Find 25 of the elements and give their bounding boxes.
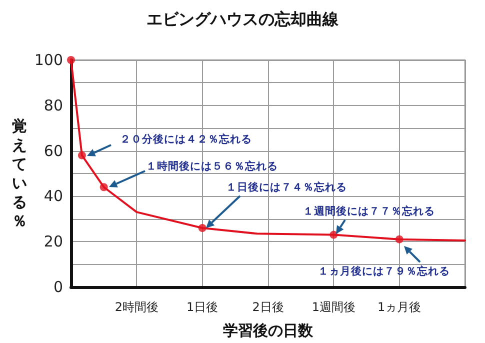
annotation: １週間後には７７％忘れる bbox=[303, 204, 435, 218]
x-tick-label: 2日後 bbox=[252, 300, 284, 314]
y-tick-label: 0 bbox=[53, 278, 63, 296]
point bbox=[395, 235, 404, 244]
x-tick-label: 2時間後 bbox=[114, 300, 158, 314]
annotation: ２０分後には４２％忘れる bbox=[120, 132, 252, 146]
annotation: １ヵ月後には７９％忘れる bbox=[318, 264, 450, 278]
point bbox=[78, 151, 86, 160]
chart-title: エビングハウスの忘却曲線 bbox=[146, 10, 340, 28]
y-tick-label: 80 bbox=[44, 96, 63, 114]
x-tick-label: 1日後 bbox=[186, 300, 218, 314]
point bbox=[198, 224, 206, 232]
x-tick-label: 1ヵ月後 bbox=[378, 300, 422, 314]
y-axis-title: 覚えている％ bbox=[12, 117, 27, 230]
x-tick-label: 1週間後 bbox=[312, 300, 356, 314]
annotation: １時間後には５６％忘れる bbox=[146, 160, 278, 172]
x-axis-title: 学習後の日数 bbox=[223, 322, 314, 340]
y-tick-label: 100 bbox=[34, 51, 63, 69]
point bbox=[67, 56, 75, 64]
point bbox=[330, 230, 338, 239]
y-tick-label: 40 bbox=[44, 187, 63, 206]
annotation: １日後には７４％忘れる bbox=[226, 180, 347, 194]
y-tick-label: 20 bbox=[44, 232, 63, 251]
y-tick-label: 60 bbox=[44, 142, 63, 160]
point bbox=[100, 183, 108, 192]
